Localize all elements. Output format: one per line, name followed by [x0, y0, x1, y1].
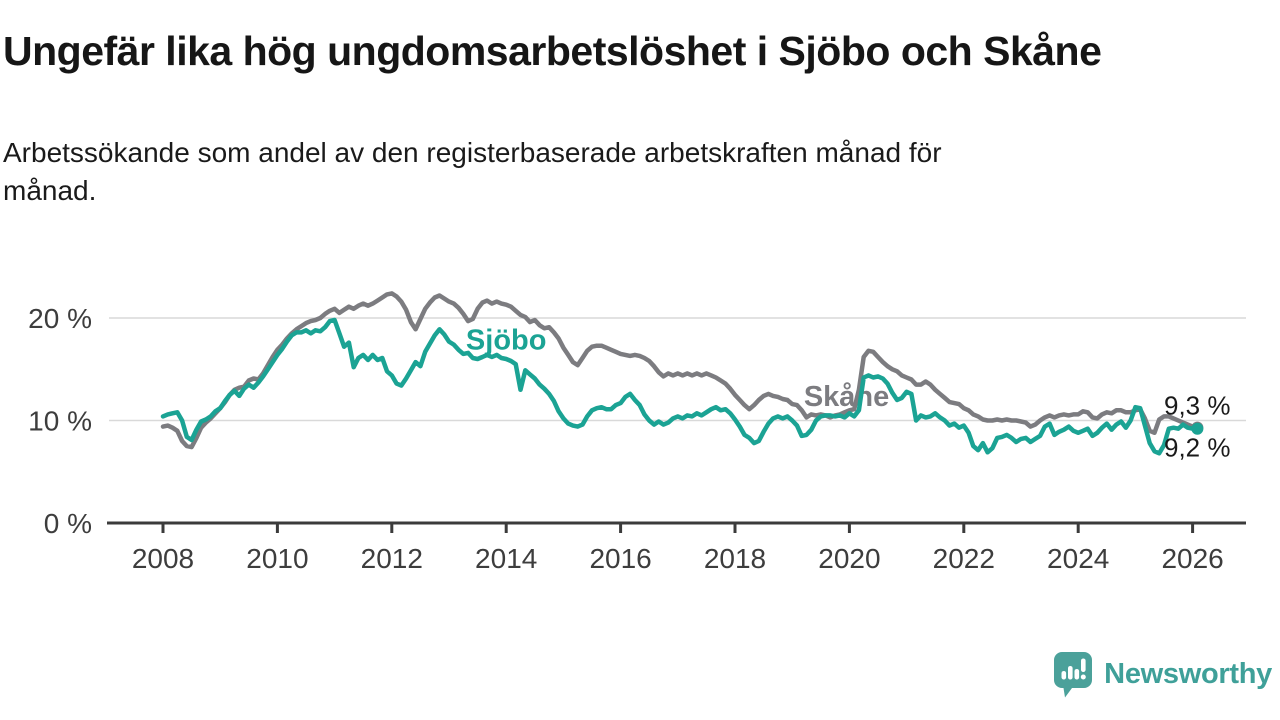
page-title: Ungefär lika hög ungdomsarbetslöshet i S… — [3, 28, 1102, 74]
newsworthy-wordmark: Newsworthy — [1104, 658, 1272, 690]
end-value-label-sjobo: 9,2 % — [1164, 433, 1231, 463]
logo-bar-3 — [1074, 669, 1080, 680]
x-tick-label: 2014 — [475, 543, 537, 574]
page-subtitle: Arbetssökande som andel av den registerb… — [3, 134, 1223, 210]
series-line-skane — [160, 291, 1200, 450]
series-line-sjobo — [160, 317, 1200, 456]
series-label-sjobo: Sjöbo — [466, 325, 547, 357]
newsworthy-brand: Newsworthy — [1053, 651, 1272, 698]
series-end-dot-sjobo — [1191, 422, 1204, 435]
x-tick-label: 2026 — [1161, 543, 1223, 574]
x-tick-label: 2020 — [818, 543, 880, 574]
logo-exclamation-dot — [1080, 674, 1086, 680]
x-tick-label: 2024 — [1047, 543, 1109, 574]
x-tick-label: 2012 — [361, 543, 423, 574]
series-label-skane: Skåne — [804, 381, 889, 413]
x-tick-label: 2022 — [933, 543, 995, 574]
logo-bar-1 — [1061, 671, 1067, 680]
y-axis-label: 20 % — [28, 303, 92, 334]
x-tick-label: 2010 — [246, 543, 308, 574]
subtitle-line-2: månad. — [3, 175, 97, 206]
end-value-label-skane: 9,3 % — [1164, 391, 1231, 421]
newsworthy-logo-icon — [1054, 652, 1093, 698]
x-tick-label: 2008 — [132, 543, 194, 574]
subtitle-line-1: Arbetssökande som andel av den registerb… — [3, 137, 942, 168]
x-tick-label: 2018 — [704, 543, 766, 574]
y-axis-label: 0 % — [44, 508, 92, 539]
logo-exclamation-bar — [1081, 658, 1086, 672]
y-axis-label: 10 % — [28, 406, 92, 437]
x-tick-label: 2016 — [589, 543, 651, 574]
logo-bar-2 — [1068, 666, 1073, 680]
